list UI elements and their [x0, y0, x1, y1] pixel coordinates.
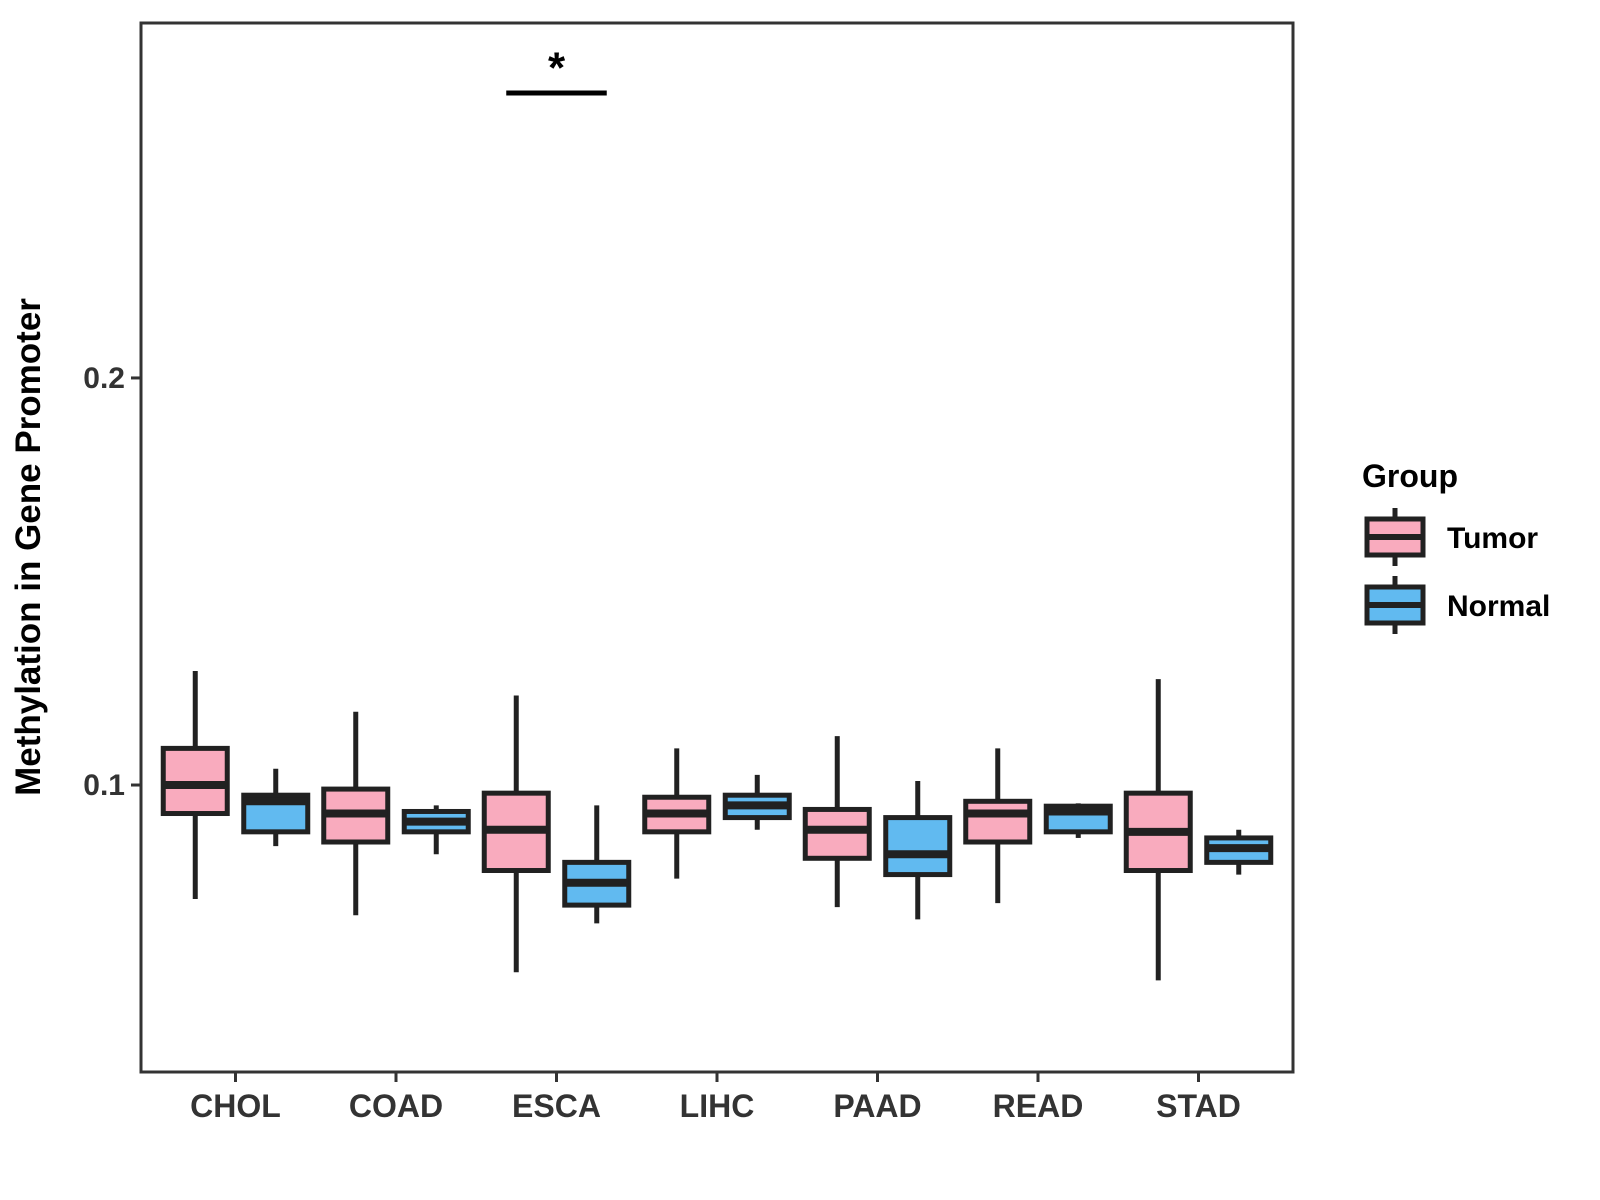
legend-key-Tumor — [1364, 508, 1426, 566]
boxplot-PAAD-Tumor — [802, 736, 872, 908]
legend-layer: Group Tumor Normal — [1362, 458, 1550, 634]
axes-layer: 0.1 0.2 CHOL COAD ESCA LIHC PAAD READ STAD Methyl… — [9, 21, 1295, 1124]
boxplot-COAD-Tumor — [321, 711, 391, 916]
legend-key-Normal — [1364, 576, 1426, 634]
y-axis-title: Methylation in Gene Promoter — [9, 298, 48, 796]
box-PAAD-Tumor — [802, 806, 872, 861]
boxplot-LIHC-Tumor — [642, 748, 712, 879]
plot-panel-border — [139, 21, 1295, 1074]
legend-label-Normal: Normal — [1447, 590, 1550, 623]
boxplot-READ-Normal — [1043, 803, 1113, 838]
boxplot-COAD-Normal — [401, 805, 471, 855]
boxplot-ESCA-Tumor — [481, 695, 551, 973]
x-axis-label-STAD: STAD — [1156, 1088, 1241, 1124]
x-axis-label-LIHC: LIHC — [680, 1088, 755, 1124]
boxplot-CHOL-Normal — [241, 768, 311, 847]
boxplot-STAD-Tumor — [1123, 679, 1193, 981]
x-axis-label-ESCA: ESCA — [512, 1088, 601, 1124]
legend-label-Tumor: Tumor — [1447, 522, 1538, 555]
annotation-layer: * — [506, 43, 607, 96]
boxplot-ESCA-Normal — [562, 805, 632, 924]
boxplot-READ-Tumor — [963, 748, 1033, 904]
x-axis-label-READ: READ — [993, 1088, 1084, 1124]
boxplot-STAD-Normal — [1204, 829, 1274, 875]
x-axis-label-COAD: COAD — [349, 1088, 443, 1124]
boxes-layer — [160, 671, 1274, 981]
boxplot-LIHC-Normal — [722, 774, 792, 830]
x-axis-label-PAAD: PAAD — [833, 1088, 921, 1124]
boxplot-PAAD-Normal — [883, 780, 953, 920]
box-CHOL-Tumor — [160, 745, 230, 817]
y-tick-label-0.1: 0.1 — [83, 769, 125, 802]
box-READ-Tumor — [963, 798, 1033, 845]
boxplot-CHOL-Tumor — [160, 671, 230, 899]
y-tick-label-0.2: 0.2 — [83, 362, 125, 395]
legend-title: Group — [1362, 458, 1458, 494]
box-PAAD-Normal — [883, 815, 953, 878]
significance-star: * — [548, 43, 566, 92]
x-axis-label-CHOL: CHOL — [190, 1088, 281, 1124]
